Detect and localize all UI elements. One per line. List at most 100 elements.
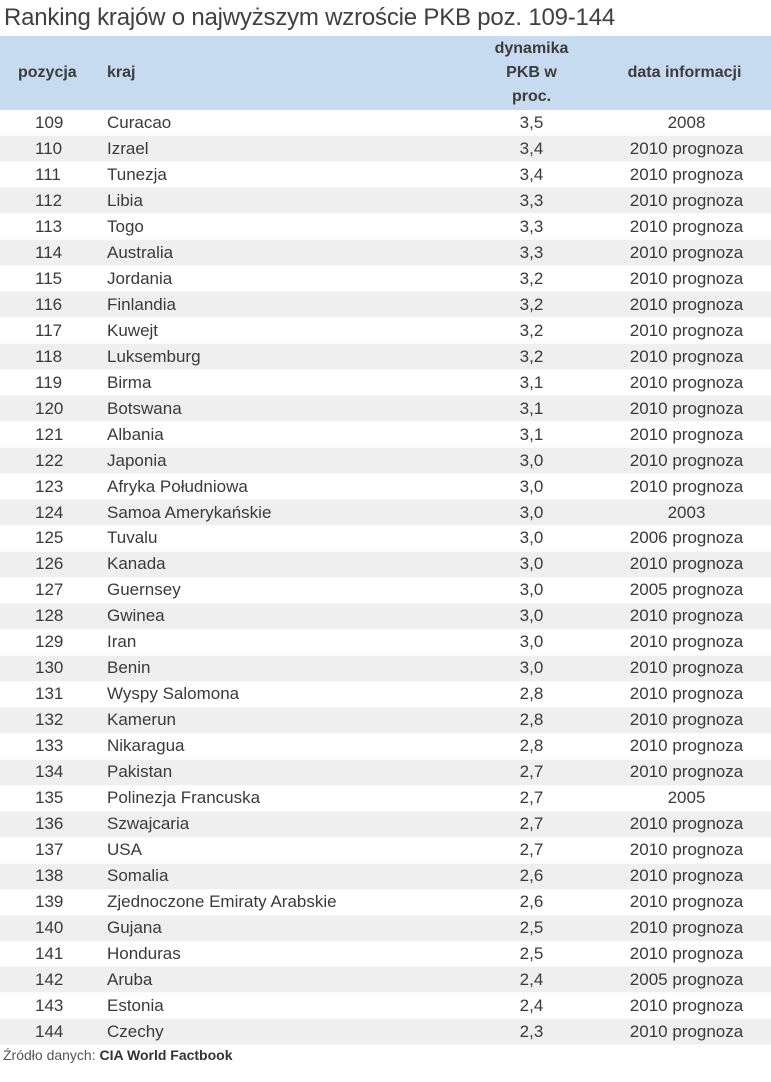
table-row: 134 Pakistan 2,7 2010 prognoza [0,759,771,786]
cell-data-informacji: 2005 prognoza [598,577,771,604]
cell-data-informacji: 2005 prognoza [598,966,771,994]
cell-dynamika: 3,0 [465,551,598,578]
table-row: 128 Gwinea 3,0 2010 prognoza [0,603,771,630]
header-data-informacji: data informacji [627,64,742,81]
cell-kraj: Nikaragua [100,733,465,760]
cell-data-informacji: 2010 prognoza [598,447,771,475]
table-row: 123 Afryka Południowa 3,0 2010 prognoza [0,473,771,501]
cell-kraj: Aruba [100,966,465,994]
cell-pozycja: 119 [0,369,100,397]
cell-pozycja: 113 [0,213,100,241]
table-row: 138 Somalia 2,6 2010 prognoza [0,863,771,890]
cell-dynamika: 3,0 [465,655,598,682]
cell-dynamika: 2,8 [465,733,598,760]
table-row: 136 Szwajcaria 2,7 2010 prognoza [0,811,771,838]
header-dynamika-line-1: dynamika [494,40,569,57]
cell-data-informacji: 2010 prognoza [598,239,771,267]
cell-dynamika: 3,3 [465,213,598,241]
cell-dynamika: 2,7 [465,837,598,864]
cell-pozycja: 133 [0,733,100,760]
cell-kraj: USA [100,837,465,864]
cell-pozycja: 137 [0,837,100,864]
cell-dynamika: 3,0 [465,499,598,526]
header-dynamika-line-2: PKB w [506,64,557,81]
cell-kraj: Afryka Południowa [100,473,465,501]
cell-pozycja: 132 [0,707,100,734]
cell-data-informacji: 2010 prognoza [598,343,771,371]
cell-dynamika: 3,3 [465,187,598,215]
cell-data-informacji: 2010 prognoza [598,421,771,449]
cell-pozycja: 117 [0,317,100,345]
cell-dynamika: 3,2 [465,291,598,319]
cell-data-informacji: 2010 prognoza [598,395,771,423]
table-row: 115 Jordania 3,2 2010 prognoza [0,265,771,293]
cell-kraj: Togo [100,213,465,241]
table-row: 110 Izrael 3,4 2010 prognoza [0,135,771,163]
cell-dynamika: 3,0 [465,603,598,630]
cell-dynamika: 3,2 [465,317,598,345]
cell-data-informacji: 2010 prognoza [598,992,771,1020]
table-row: 124 Samoa Amerykańskie 3,0 2003 [0,499,771,526]
source-note: Źródło danych: CIA World Factbook [3,1047,233,1063]
table-row: 116 Finlandia 3,2 2010 prognoza [0,291,771,319]
cell-dynamika: 3,3 [465,239,598,267]
cell-data-informacji: 2010 prognoza [598,889,771,916]
cell-pozycja: 120 [0,395,100,423]
cell-dynamika: 3,4 [465,161,598,189]
cell-data-informacji: 2010 prognoza [598,941,771,968]
cell-data-informacji: 2003 [598,499,771,526]
table-row: 109 Curacao 3,5 2008 [0,110,771,137]
cell-dynamika: 3,0 [465,447,598,475]
cell-dynamika: 2,5 [465,915,598,942]
cell-kraj: Curacao [100,110,465,137]
cell-data-informacji: 2010 prognoza [598,213,771,241]
cell-kraj: Izrael [100,135,465,163]
header-kraj: kraj [107,64,136,81]
cell-pozycja: 112 [0,187,100,215]
cell-data-informacji: 2010 prognoza [598,265,771,293]
table-row: 126 Kanada 3,0 2010 prognoza [0,551,771,578]
cell-pozycja: 121 [0,421,100,449]
cell-data-informacji: 2010 prognoza [598,915,771,942]
cell-data-informacji: 2008 [598,110,771,137]
cell-dynamika: 3,0 [465,525,598,552]
cell-data-informacji: 2010 prognoza [598,1018,771,1046]
table-row: 114 Australia 3,3 2010 prognoza [0,239,771,267]
cell-kraj: Szwajcaria [100,811,465,838]
table-row: 139 Zjednoczone Emiraty Arabskie 2,6 2010 p… [0,889,771,916]
cell-kraj: Finlandia [100,291,465,319]
table-row: 133 Nikaragua 2,8 2010 prognoza [0,733,771,760]
cell-kraj: Czechy [100,1018,465,1046]
cell-kraj: Botswana [100,395,465,423]
cell-pozycja: 111 [0,161,100,189]
header-pozycja: pozycja [18,64,77,81]
cell-kraj: Japonia [100,447,465,475]
cell-data-informacji: 2010 prognoza [598,291,771,319]
cell-data-informacji: 2010 prognoza [598,551,771,578]
table-row: 122 Japonia 3,0 2010 prognoza [0,447,771,475]
cell-pozycja: 144 [0,1018,100,1046]
table-row: 144 Czechy 2,3 2010 prognoza [0,1018,771,1046]
cell-data-informacji: 2010 prognoza [598,759,771,786]
table-row: 142 Aruba 2,4 2005 prognoza [0,966,771,994]
cell-data-informacji: 2010 prognoza [598,681,771,708]
cell-dynamika: 2,5 [465,941,598,968]
table-header-row: pozycja kraj dynamika PKB w proc. data i… [0,36,771,110]
cell-kraj: Estonia [100,992,465,1020]
cell-pozycja: 134 [0,759,100,786]
table-row: 135 Polinezja Francuska 2,7 2005 [0,785,771,812]
cell-dynamika: 2,4 [465,992,598,1020]
cell-kraj: Samoa Amerykańskie [100,499,465,526]
cell-data-informacji: 2010 prognoza [598,629,771,656]
table-row: 120 Botswana 3,1 2010 prognoza [0,395,771,423]
table-row: 112 Libia 3,3 2010 prognoza [0,187,771,215]
cell-dynamika: 2,8 [465,681,598,708]
cell-kraj: Luksemburg [100,343,465,371]
cell-data-informacji: 2010 prognoza [598,837,771,864]
gdp-ranking-table: pozycja kraj dynamika PKB w proc. data i… [0,36,771,1046]
cell-kraj: Kamerun [100,707,465,734]
cell-data-informacji: 2010 prognoza [598,317,771,345]
cell-pozycja: 115 [0,265,100,293]
cell-dynamika: 3,0 [465,629,598,656]
cell-dynamika: 3,1 [465,395,598,423]
